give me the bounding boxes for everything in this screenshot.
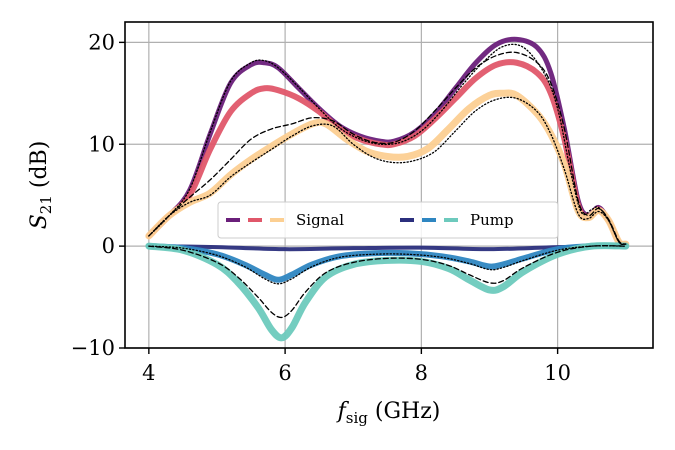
- ticks: 4 6 8 10 −10 0 10 20: [71, 30, 571, 385]
- pump-band-series-line: [145, 242, 630, 342]
- pump-dotted-series-line: [148, 245, 627, 285]
- x-tick-label: 6: [278, 361, 291, 385]
- signal-dashed-series-line: [148, 51, 627, 245]
- plot-frame: [124, 21, 654, 349]
- pump-dashed-series-line: [148, 245, 627, 319]
- y-tick-label: 20: [88, 30, 115, 54]
- legend-label-signal: Signal: [296, 211, 344, 229]
- y-axis-label-unit: (dB): [27, 141, 52, 195]
- pump-band-series-line: [146, 244, 628, 252]
- y-tick-label: −10: [71, 336, 115, 360]
- x-tick-label: 8: [415, 361, 428, 385]
- x-axis-label-sub: sig: [346, 409, 368, 427]
- y-tick-label: 0: [102, 234, 115, 258]
- signal-dotted-series-line: [148, 96, 627, 246]
- signal-band-series-line: [145, 89, 630, 248]
- signal-dotted-series-line: [148, 43, 627, 246]
- x-axis-label: fsig (GHz): [336, 399, 441, 427]
- x-axis-label-unit: (GHz): [368, 399, 441, 424]
- x-tick-label: 4: [142, 361, 155, 385]
- x-tick-label: 10: [544, 361, 571, 385]
- y-axis-label-main: S: [27, 214, 52, 229]
- y-tick-label: 10: [88, 132, 115, 156]
- legend: Signal Pump: [217, 201, 559, 239]
- pump-band-series-line: [145, 242, 629, 283]
- legend-box: [217, 201, 559, 239]
- series-layer: [145, 36, 630, 342]
- y-axis-label: S21 (dB): [27, 141, 55, 230]
- legend-label-pump: Pump: [470, 211, 514, 229]
- y-axis-label-sub: 21: [37, 195, 55, 214]
